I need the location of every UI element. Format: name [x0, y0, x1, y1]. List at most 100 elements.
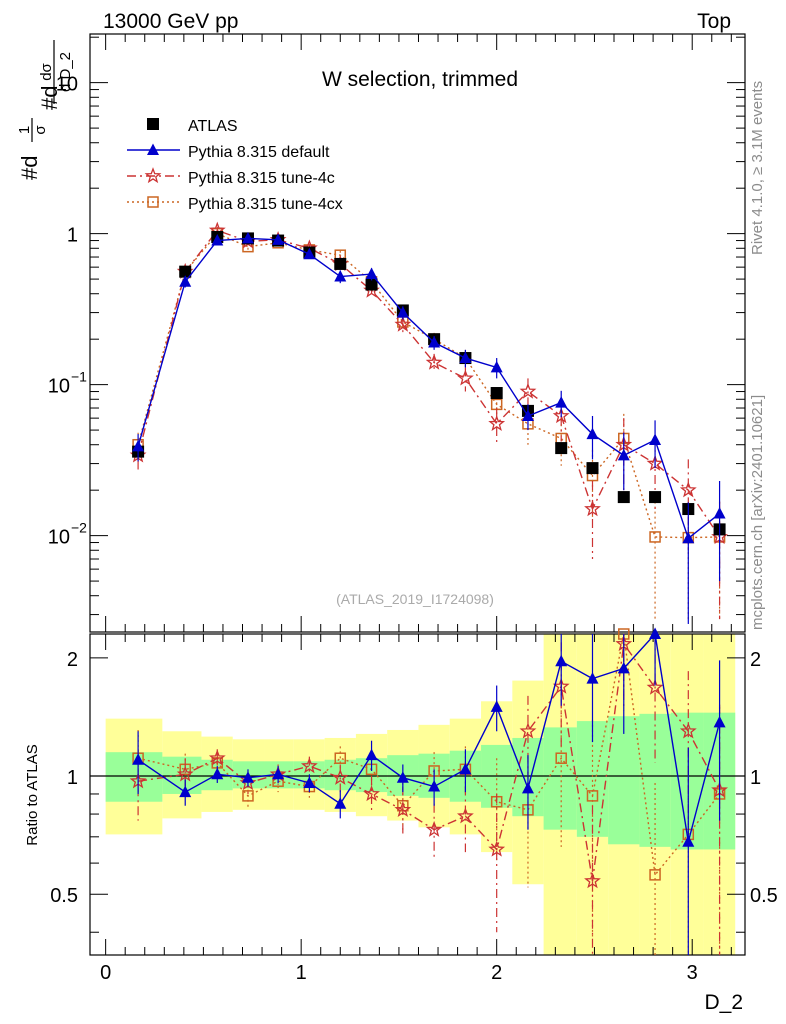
band-green-bin [105, 752, 163, 802]
main-data-point [428, 336, 441, 348]
main-data-point [211, 234, 224, 246]
ratio-data-point [521, 781, 534, 794]
ratio-ylabel: Ratio to ATLAS [24, 744, 41, 845]
ratio-data-point [179, 785, 192, 798]
ratio-y-tick-label-left: 2 [67, 649, 78, 671]
main-series-pythia-8-315-tune-4c [129, 221, 729, 620]
ratio-series-pythia-8-315-default [132, 627, 726, 955]
ratio-data-point [365, 748, 378, 761]
ratio-data-point [272, 767, 285, 780]
main-series-atlas [132, 231, 726, 536]
legend-marker-shape [147, 196, 159, 208]
main-data-point [649, 491, 662, 504]
x-tick-label: 1 [296, 962, 307, 984]
ratio-data-point [396, 771, 409, 783]
ratio-data-point [334, 797, 347, 809]
ratio-data-point [300, 757, 318, 774]
rivet-version-label: Rivet 4.1.0, ≥ 3.1M events [749, 81, 766, 255]
main-y-tick-exponent: −2 [71, 520, 87, 536]
legend-label-default: Pythia 8.315 default [188, 144, 330, 161]
ratio-data-point [586, 672, 599, 684]
ratio-data-point [459, 762, 472, 775]
main-data-point [617, 491, 630, 504]
main-data-point [334, 257, 347, 270]
main-data-point [241, 231, 254, 244]
main-data-point [303, 247, 316, 260]
band-green-bin [543, 727, 577, 830]
main-data-point [459, 351, 472, 364]
main-series-pythia-8-315-default [132, 231, 726, 624]
ratio-data-point [488, 840, 506, 857]
main-data-point [584, 500, 601, 517]
ratio-y-axis-ticks: 0.5 0.5 1 1 2 2 [50, 649, 778, 933]
ratio-data-point [394, 800, 412, 818]
legend-marker-shape [144, 167, 162, 184]
main-data-point [519, 382, 537, 399]
header-right-label: Top [697, 10, 731, 33]
legend-marker-shape [147, 143, 159, 155]
main-y-tick-label: 10 [48, 527, 70, 549]
ylabel-part-dd2: d D_2 [57, 52, 74, 92]
main-y-tick-label: 10 [56, 74, 78, 96]
ratio-data-point [176, 765, 194, 782]
legend-marker-tune4c [127, 167, 180, 184]
main-y-tick-label: 1 [67, 225, 78, 247]
main-data-point [555, 396, 568, 408]
ratio-data-point [617, 661, 630, 674]
ratio-data-point [331, 768, 349, 785]
main-data-point [682, 531, 695, 544]
legend-marker-shape [147, 118, 159, 130]
ratio-data-point [363, 785, 380, 802]
legend-marker-default [127, 143, 180, 155]
ratio-y-tick-label-left: 1 [67, 767, 78, 789]
main-data-point [365, 267, 378, 280]
main-data-point [490, 360, 503, 373]
legend-item-tune4c: Pythia 8.315 tune-4c [127, 167, 335, 187]
legend-marker-tune4cx [127, 196, 180, 208]
ratio-data-point [428, 780, 441, 792]
main-data-point [552, 407, 570, 424]
ratio-frame [89, 633, 746, 956]
x-axis-ticks: 0 1 2 3 [100, 34, 732, 984]
ratio-data-point [679, 722, 697, 739]
ylabel-part-sigma: σ [32, 125, 49, 135]
main-data-point [456, 369, 474, 386]
main-data-point [425, 353, 443, 370]
main-data-point [272, 233, 285, 245]
ylabel-part-dsigma: dσ [38, 62, 55, 80]
main-data-point [179, 265, 192, 278]
ratio-data-point [208, 749, 226, 766]
main-data-point [179, 275, 192, 287]
ratio-data-point [682, 835, 695, 847]
ratio-data-point [456, 807, 474, 824]
main-frame [89, 33, 746, 633]
main-series-pythia-8-315-tune-4cx [132, 227, 726, 622]
ylabel-part-hash-d: #d [17, 156, 42, 180]
legend-item-tune4cx: Pythia 8.315 tune-4cx [127, 196, 343, 213]
ylabel-part-hash-d2: #d [37, 86, 62, 110]
ratio-data-point [425, 820, 443, 837]
ratio-data-point [211, 767, 224, 780]
main-data-point [586, 427, 599, 440]
main-y-tick-label: 10 [48, 376, 70, 398]
legend-label-tune4cx: Pythia 8.315 tune-4cx [188, 196, 343, 213]
ratio-data-point [586, 790, 599, 802]
main-data-point [586, 462, 599, 475]
header-left-label: 13000 GeV pp [103, 10, 238, 33]
main-series-line [137, 237, 721, 540]
ratio-y-tick-label-left: 0.5 [50, 885, 78, 907]
main-y-tick-exponent: −1 [71, 369, 87, 385]
main-data-point [365, 278, 378, 291]
legend-item-default: Pythia 8.315 default [127, 143, 330, 161]
main-series-line [137, 232, 720, 539]
main-data-point [132, 439, 145, 452]
ratio-y-tick-label-right: 2 [750, 649, 761, 671]
main-ylabel: #d 1 σ #d dσ d D_2 [16, 40, 74, 180]
main-data-point [713, 507, 726, 519]
ratio-data-point [584, 872, 601, 889]
ratio-data-point [334, 752, 347, 764]
chart-title: W selection, trimmed [322, 68, 518, 91]
